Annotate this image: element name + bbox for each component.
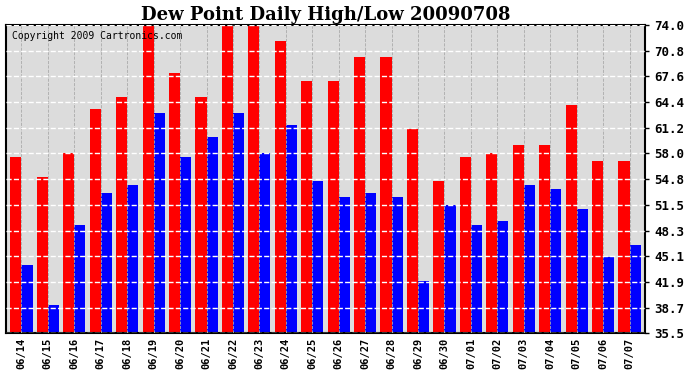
Text: Copyright 2009 Cartronics.com: Copyright 2009 Cartronics.com <box>12 31 182 41</box>
Bar <box>143 25 154 333</box>
Bar <box>471 225 482 333</box>
Bar <box>313 181 324 333</box>
Bar <box>539 145 550 333</box>
Bar <box>603 257 614 333</box>
Bar <box>592 161 603 333</box>
Bar <box>275 41 286 333</box>
Bar <box>90 109 101 333</box>
Bar <box>286 125 297 333</box>
Title: Dew Point Daily High/Low 20090708: Dew Point Daily High/Low 20090708 <box>141 6 510 24</box>
Bar <box>233 113 244 333</box>
Bar <box>222 25 233 333</box>
Bar <box>460 157 471 333</box>
Bar <box>444 205 455 333</box>
Bar <box>37 177 48 333</box>
Bar <box>75 225 86 333</box>
Bar <box>206 137 217 333</box>
Bar <box>169 73 180 333</box>
Bar <box>365 193 376 333</box>
Bar <box>63 153 75 333</box>
Bar <box>486 153 497 333</box>
Bar <box>328 81 339 333</box>
Bar <box>433 181 444 333</box>
Bar <box>524 185 535 333</box>
Bar <box>195 97 206 333</box>
Bar <box>566 105 577 333</box>
Bar <box>577 209 588 333</box>
Bar <box>392 197 403 333</box>
Bar <box>154 113 165 333</box>
Bar <box>618 161 629 333</box>
Bar <box>301 81 313 333</box>
Bar <box>339 197 350 333</box>
Bar <box>21 265 32 333</box>
Bar <box>380 57 392 333</box>
Bar <box>127 185 138 333</box>
Bar <box>354 57 365 333</box>
Bar <box>550 189 562 333</box>
Bar <box>407 129 418 333</box>
Bar <box>629 245 640 333</box>
Bar <box>248 25 259 333</box>
Bar <box>497 221 509 333</box>
Bar <box>259 153 270 333</box>
Bar <box>513 145 524 333</box>
Bar <box>116 97 127 333</box>
Bar <box>180 157 191 333</box>
Bar <box>101 193 112 333</box>
Bar <box>10 157 21 333</box>
Bar <box>418 281 429 333</box>
Bar <box>48 305 59 333</box>
